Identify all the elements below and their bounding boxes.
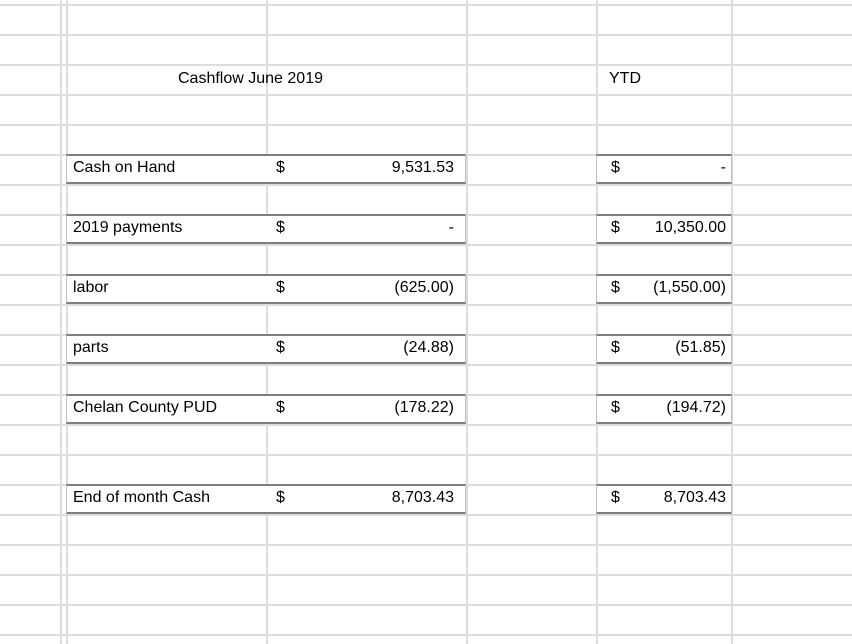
grid-row-line: [0, 364, 852, 366]
grid-row-line: [0, 604, 852, 606]
cell-border-band: [596, 214, 732, 244]
currency-sign: $: [276, 279, 285, 296]
row-label-labor[interactable]: labor: [73, 279, 109, 296]
grid-column-line: [731, 0, 733, 644]
ytd-currency-sign: $: [611, 489, 620, 506]
sheet-title[interactable]: Cashflow June 2019: [178, 70, 323, 87]
ytd-currency-sign: $: [611, 219, 620, 236]
row-label-cash-on-hand[interactable]: Cash on Hand: [73, 159, 176, 176]
ytd-value-chelan-county-pud[interactable]: (194.72): [666, 399, 726, 416]
grid-row-line: [0, 124, 852, 126]
grid-column-line: [60, 0, 62, 644]
currency-sign: $: [276, 399, 285, 416]
grid-row-line: [0, 4, 852, 6]
cell-border-band: [596, 154, 732, 184]
cell-border-band: [66, 274, 466, 304]
ytd-header[interactable]: YTD: [609, 70, 641, 87]
month-value-cash-on-hand[interactable]: 9,531.53: [391, 159, 454, 176]
cell-border-band: [66, 334, 466, 364]
grid-row-line: [0, 544, 852, 546]
grid-row-line: [0, 634, 852, 636]
ytd-value-2019-payments[interactable]: 10,350.00: [654, 219, 726, 236]
grid-row-line: [0, 94, 852, 96]
grid-column-line: [596, 0, 598, 644]
ytd-currency-sign: $: [611, 159, 620, 176]
ytd-currency-sign: $: [611, 339, 620, 356]
month-value-2019-payments[interactable]: -: [448, 219, 454, 236]
month-value-end-of-month-cash[interactable]: 8,703.43: [391, 489, 454, 506]
grid-column-line: [66, 0, 68, 644]
cell-border-band: [596, 484, 732, 514]
grid-row-line: [0, 34, 852, 36]
ytd-currency-sign: $: [611, 399, 620, 416]
row-label-end-of-month-cash[interactable]: End of month Cash: [73, 489, 210, 506]
currency-sign: $: [276, 159, 285, 176]
row-label-parts[interactable]: parts: [73, 339, 109, 356]
grid-row-line: [0, 514, 852, 516]
cell-border-band: [596, 394, 732, 424]
ytd-value-end-of-month-cash[interactable]: 8,703.43: [663, 489, 726, 506]
month-value-labor[interactable]: (625.00): [394, 279, 454, 296]
grid-column-line: [466, 0, 468, 644]
ytd-currency-sign: $: [611, 279, 620, 296]
cell-border-band: [66, 214, 466, 244]
grid-row-line: [0, 454, 852, 456]
grid-row-line: [0, 184, 852, 186]
cell-border-band: [66, 484, 466, 514]
ytd-value-parts[interactable]: (51.85): [675, 339, 726, 356]
grid-row-line: [0, 304, 852, 306]
cell-border-band: [596, 334, 732, 364]
currency-sign: $: [276, 219, 285, 236]
row-label-2019-payments[interactable]: 2019 payments: [73, 219, 183, 236]
cell-border-band: [596, 274, 732, 304]
grid-row-line: [0, 424, 852, 426]
cell-border-band: [66, 154, 466, 184]
currency-sign: $: [276, 489, 285, 506]
grid-row-line: [0, 574, 852, 576]
currency-sign: $: [276, 339, 285, 356]
grid-row-line: [0, 244, 852, 246]
ytd-value-labor[interactable]: (1,550.00): [653, 279, 726, 296]
month-value-chelan-county-pud[interactable]: (178.22): [394, 399, 454, 416]
grid-column-line: [266, 0, 268, 644]
ytd-value-cash-on-hand[interactable]: -: [720, 159, 726, 176]
grid-row-line: [0, 64, 852, 66]
row-label-chelan-county-pud[interactable]: Chelan County PUD: [73, 399, 218, 416]
cell-border-band: [66, 394, 466, 424]
month-value-parts[interactable]: (24.88): [403, 339, 454, 356]
